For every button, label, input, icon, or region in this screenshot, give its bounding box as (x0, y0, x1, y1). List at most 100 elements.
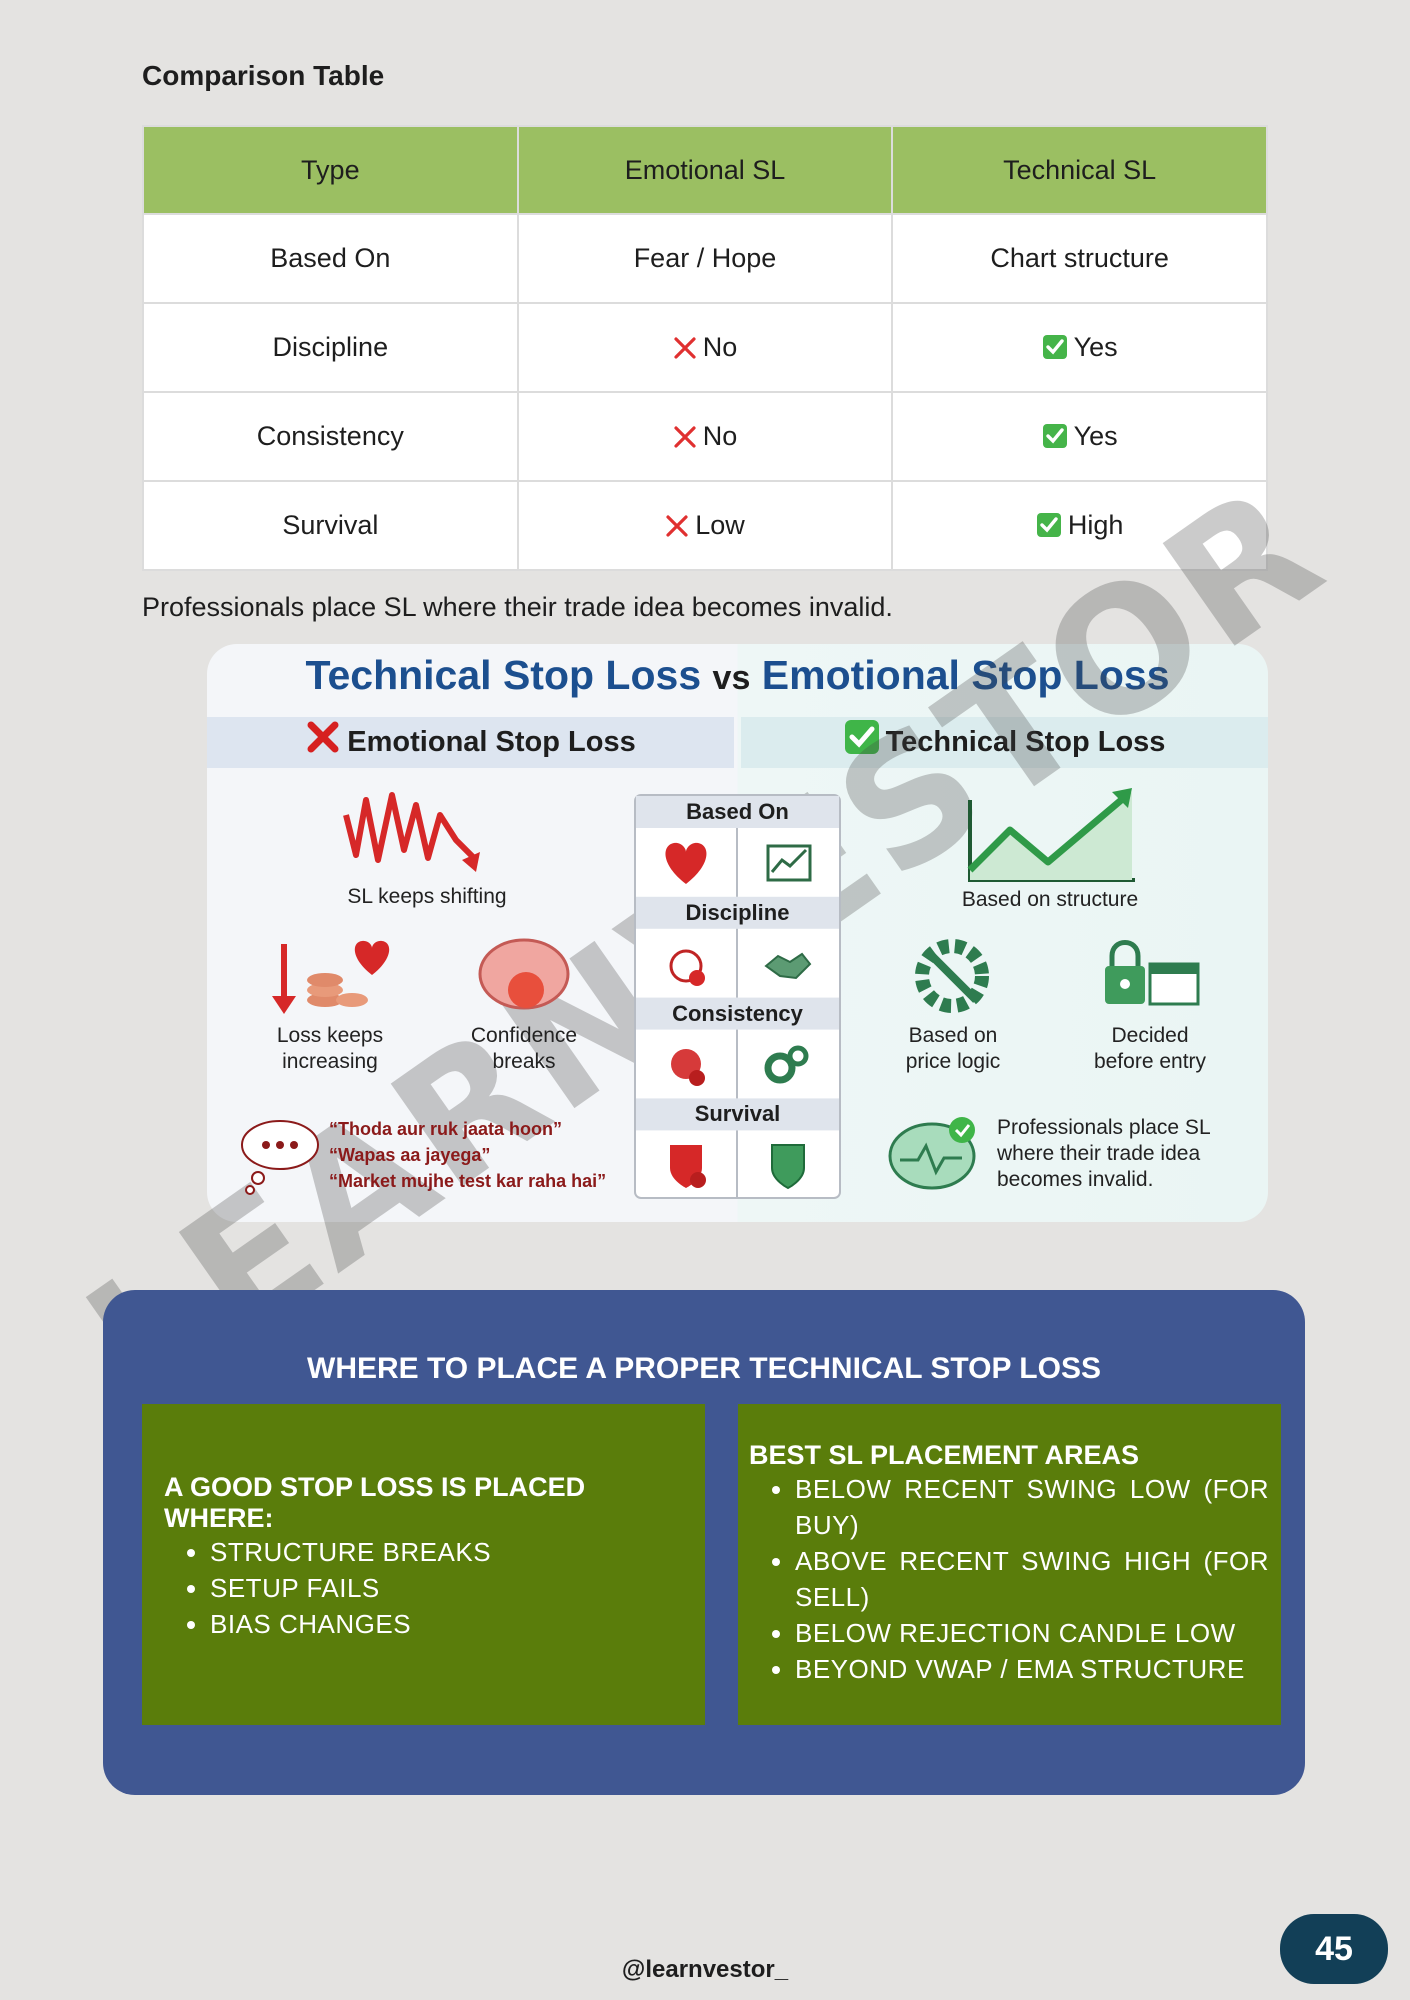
table-body: Based On Fear / Hope Chart structure Discip… (142, 213, 1268, 571)
shape (276, 1141, 284, 1149)
shape (949, 1117, 975, 1143)
shape (766, 844, 812, 882)
cell-text: Yes (1073, 421, 1118, 451)
title-part: Technical Stop Loss (305, 652, 702, 698)
right-icons (888, 788, 1200, 1190)
cell-text: Low (695, 510, 745, 540)
shape (771, 1144, 805, 1190)
placement-title: WHERE TO PLACE A PROPER TECHNICAL STOP L… (307, 1352, 1101, 1385)
shape (636, 997, 839, 1030)
shape (336, 993, 368, 1007)
center-header: Consistency (672, 1001, 803, 1026)
shape (970, 792, 1132, 880)
table-row: Discipline No Yes (142, 302, 1268, 393)
shape (251, 1171, 265, 1185)
shape (1120, 979, 1130, 989)
list-item: BELOW RECENT SWING LOW (FOR BUY) (795, 1471, 1269, 1543)
shape (343, 792, 477, 863)
center-header: Discipline (685, 900, 790, 925)
shape (1040, 517, 1058, 533)
shape (766, 844, 812, 882)
quote: “Thoda aur ruk jaata hoon” (329, 1119, 563, 1139)
shape (967, 793, 1129, 873)
table-cell: Consistency (142, 391, 519, 482)
cell-text: High (1067, 510, 1124, 540)
right-item: Decided before entry (1093, 1024, 1207, 1073)
shape (849, 726, 875, 748)
shape (636, 1098, 839, 1131)
right-item: Based on price logic (905, 1024, 1001, 1073)
quote: “Market mujhe test kar raha hai” (329, 1171, 607, 1191)
shape (307, 993, 343, 1007)
left-list: STRUCTURE BREAKSSETUP FAILSBIAS CHANGES (164, 1534, 685, 1642)
left-box-heading: A GOOD STOP LOSS IS PLACED WHERE: (164, 1472, 586, 1533)
shape (290, 1141, 298, 1149)
shape (669, 949, 703, 983)
shape (1150, 964, 1198, 974)
right-box: BEST SL PLACEMENT AREAS BELOW RECENT SWI… (738, 1404, 1281, 1725)
shape (925, 949, 979, 1003)
list-item: SETUP FAILS (210, 1570, 685, 1606)
list-item: BEYOND VWAP / EMA STRUCTURE (795, 1651, 1269, 1687)
shape (307, 721, 339, 753)
title-part: Emotional Stop Loss (761, 652, 1170, 698)
shape (764, 1052, 796, 1084)
shape (1045, 339, 1064, 355)
cell-text: Discipline (272, 332, 389, 362)
table-cell: Yes (891, 302, 1268, 393)
shape (636, 896, 839, 929)
check-icon (1042, 335, 1067, 359)
table-header: Type Emotional SL Technical SL (142, 125, 1268, 215)
cell-text: Survival (282, 510, 379, 540)
shape (462, 852, 480, 872)
shape (307, 983, 343, 997)
shape (764, 952, 812, 980)
cell-text: Fear / Hope (633, 243, 777, 273)
check-icon (844, 720, 879, 754)
header-cell: Technical SL (891, 125, 1268, 215)
shape (690, 1172, 706, 1188)
check-icon (1036, 513, 1061, 537)
table-cell: Chart structure (891, 213, 1268, 304)
list-item: ABOVE RECENT SWING HIGH (FOR SELL) (795, 1543, 1269, 1615)
right-header: Technical Stop Loss (741, 717, 1268, 768)
thought-bubble (241, 1120, 319, 1195)
check-icon (1042, 424, 1067, 448)
table-cell: No (516, 391, 894, 482)
left-header-text: Emotional Stop Loss (347, 726, 636, 758)
header-cell: Emotional SL (516, 125, 894, 215)
heading: Comparison Table (142, 60, 385, 91)
shape (674, 426, 696, 448)
table-cell: Fear / Hope (516, 213, 894, 304)
right-box-heading: BEST SL PLACEMENT AREAS (749, 1440, 1140, 1470)
table-cell: High (891, 480, 1268, 571)
cell-text: Consistency (256, 421, 404, 451)
shape (915, 939, 989, 1013)
table-row: Based On Fear / Hope Chart structure (142, 213, 1268, 304)
list-item: BIAS CHANGES (210, 1606, 685, 1642)
infographic-title: Technical Stop Loss vs Emotional Stop Lo… (207, 652, 1268, 699)
page-number: 45 (1280, 1914, 1388, 1984)
shape (689, 970, 705, 986)
shape (1109, 940, 1141, 966)
shape (674, 337, 696, 359)
left-item: SL keeps shifting (347, 885, 507, 908)
shape (508, 972, 544, 1008)
note: Professionals place SL where their trade… (142, 592, 893, 622)
cross-icon (307, 721, 339, 753)
header-cell: Type (142, 125, 519, 215)
center-column (634, 794, 841, 1199)
shape (272, 996, 296, 1014)
shape (900, 1142, 962, 1176)
shape (787, 1045, 809, 1067)
list-item: STRUCTURE BREAKS (210, 1534, 685, 1570)
left-item: Confidence breaks (470, 1024, 578, 1073)
shape (636, 796, 839, 828)
cell-text: No (702, 332, 738, 362)
list-item: BELOW REJECTION CANDLE LOW (795, 1615, 1269, 1651)
shape (689, 1070, 705, 1086)
right-header-text: Technical Stop Loss (885, 726, 1166, 758)
